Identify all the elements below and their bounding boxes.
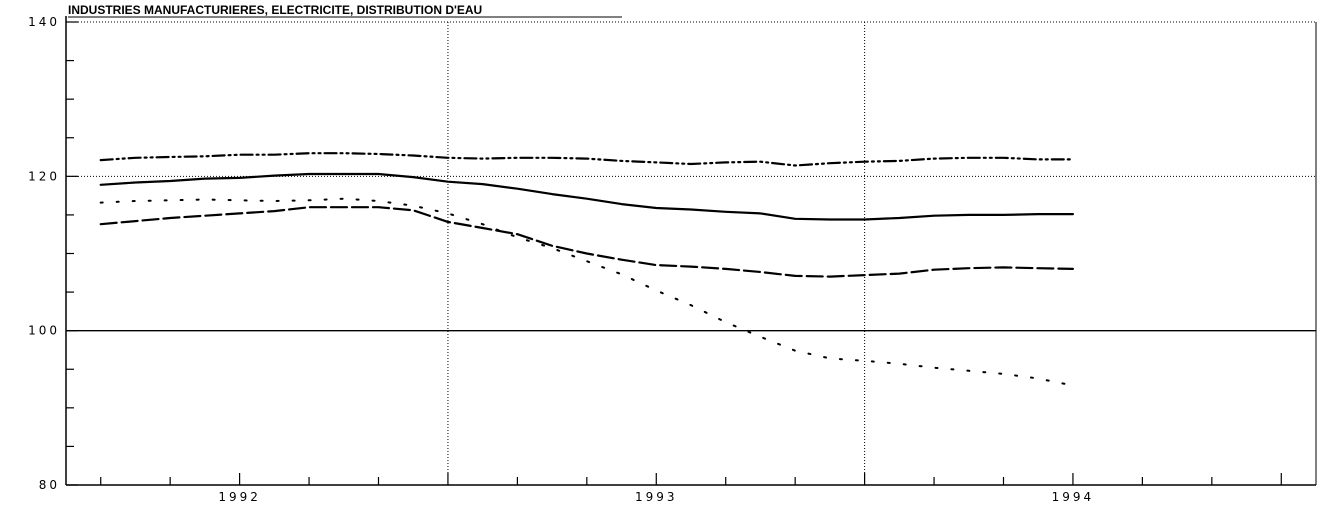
y-tick-label-140: 140	[28, 15, 60, 29]
series-line-1-dash-dot-dot	[99, 152, 1075, 167]
x-tick-label-1993: 1993	[635, 490, 678, 504]
labels-layer: 80 100 120 140 1992 1993 1994	[28, 15, 1095, 504]
series-line-2-solid	[99, 172, 1075, 221]
series-layer	[99, 152, 1075, 387]
x-tick-label-1992: 1992	[218, 490, 261, 504]
series-line-4-dotted	[99, 197, 1074, 387]
y-tick-label-100: 100	[28, 324, 60, 338]
chart-title: INDUSTRIES MANUFACTURIERES, ELECTRICITE,…	[68, 3, 482, 17]
x-tick-label-1994: 1994	[1052, 490, 1095, 504]
y-tick-label-80: 80	[39, 478, 60, 492]
series-line-3-dashed	[99, 206, 1075, 278]
axes-layer	[65, 16, 1317, 486]
grid-layer	[66, 22, 1316, 485]
y-tick-label-120: 120	[28, 169, 60, 183]
